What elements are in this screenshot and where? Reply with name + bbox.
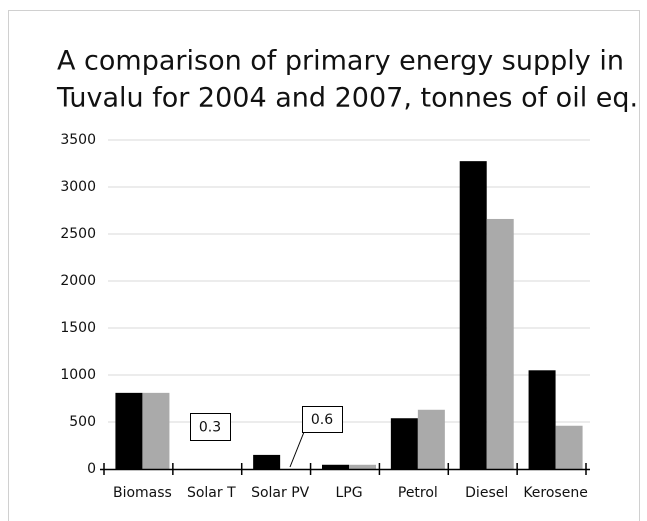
bar [528,370,556,469]
x-tick-label: Solar PV [251,485,310,501]
bar [349,464,376,469]
x-tick-label: Biomass [113,485,172,501]
bar [253,454,281,469]
y-tick-label: 1000 [60,367,96,383]
y-tick-label: 1500 [60,320,96,336]
y-tick-label: 3500 [60,132,96,148]
x-tick-label: LPG [335,485,362,501]
bar [390,418,418,469]
y-tick-label: 500 [69,414,96,430]
bar [115,392,143,469]
bar [555,425,583,469]
y-tick-label: 0 [87,461,96,477]
annotation-box [302,406,343,433]
x-tick-label: Kerosene [523,485,588,501]
bar [417,409,445,469]
x-tick-label: Diesel [465,485,508,501]
annotation: 0.3 [199,420,221,436]
chart-title: Tuvalu for 2004 and 2007, tonnes of oil … [56,83,638,114]
x-tick-label: Solar T [187,485,236,501]
bar [322,464,349,469]
bar [142,392,170,469]
chart-title: A comparison of primary energy supply in [57,46,624,77]
annotation: 0.6 [311,412,333,428]
annotation-box [190,413,231,441]
annotation-pointer [289,431,305,468]
frame [8,10,640,521]
bar [486,218,514,469]
x-tick-label: Petrol [398,485,438,501]
bar [459,161,487,469]
y-tick-label: 2500 [60,226,96,242]
y-tick-label: 3000 [60,179,96,195]
y-tick-label: 2000 [60,273,96,289]
